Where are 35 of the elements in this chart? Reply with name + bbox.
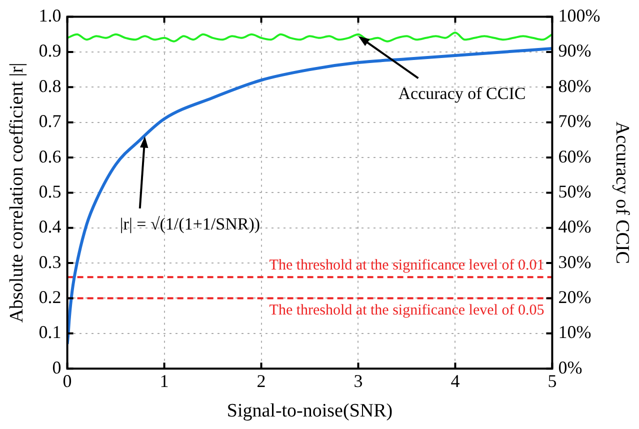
y-tick-label: 0.2	[38, 286, 62, 307]
y2-tick-label: 70%	[558, 111, 592, 132]
y2-tick-label: 80%	[558, 76, 592, 96]
y-tick-label: 1.0	[38, 6, 62, 26]
y-tick-label: 0.8	[38, 76, 62, 96]
y-axis-title: Absolute correlation coefficient |r|	[6, 62, 28, 323]
y-tick-label: 0	[52, 357, 62, 378]
annotation: |r| = √(1/(1+1/SNR))	[120, 214, 260, 234]
y2-tick-label: 90%	[558, 40, 592, 61]
ref-line-label: The threshold at the significance level of 0.05	[269, 302, 544, 319]
y-tick-label: 0.5	[38, 181, 62, 202]
annotation: Accuracy of CCIC	[398, 84, 526, 104]
y2-tick-label: 100%	[558, 6, 600, 26]
y2-tick-label: 40%	[558, 216, 592, 237]
y2-tick-label: 50%	[558, 181, 592, 202]
y2-tick-label: 0%	[558, 357, 582, 378]
y-tick-label: 0.3	[38, 252, 62, 272]
ref-line-label: The threshold at the significance level of 0.01	[269, 258, 544, 274]
y2-tick-label: 20%	[558, 286, 592, 307]
y2-tick-label: 30%	[558, 252, 592, 272]
x-tick-label: 3	[354, 371, 363, 392]
line-series	[67, 46, 552, 346]
x-tick-label: 5	[548, 371, 557, 392]
y-tick-label: 0.9	[38, 40, 62, 61]
y-tick-label: 0.1	[38, 322, 62, 342]
y2-axis-title: Accuracy of CCIC	[612, 121, 633, 264]
y2-tick-label: 60%	[558, 146, 592, 166]
y-tick-label: 0.4	[38, 216, 62, 237]
x-tick-label: 2	[256, 371, 266, 392]
y-tick-label: 0.7	[38, 111, 62, 132]
x-tick-label: 1	[160, 371, 169, 392]
y2-tick-label: 10%	[558, 322, 592, 342]
y-tick-label: 0.6	[38, 146, 62, 166]
x-tick-label: 4	[450, 371, 460, 392]
x-axis-title: Signal-to-noise(SNR)	[226, 400, 393, 422]
